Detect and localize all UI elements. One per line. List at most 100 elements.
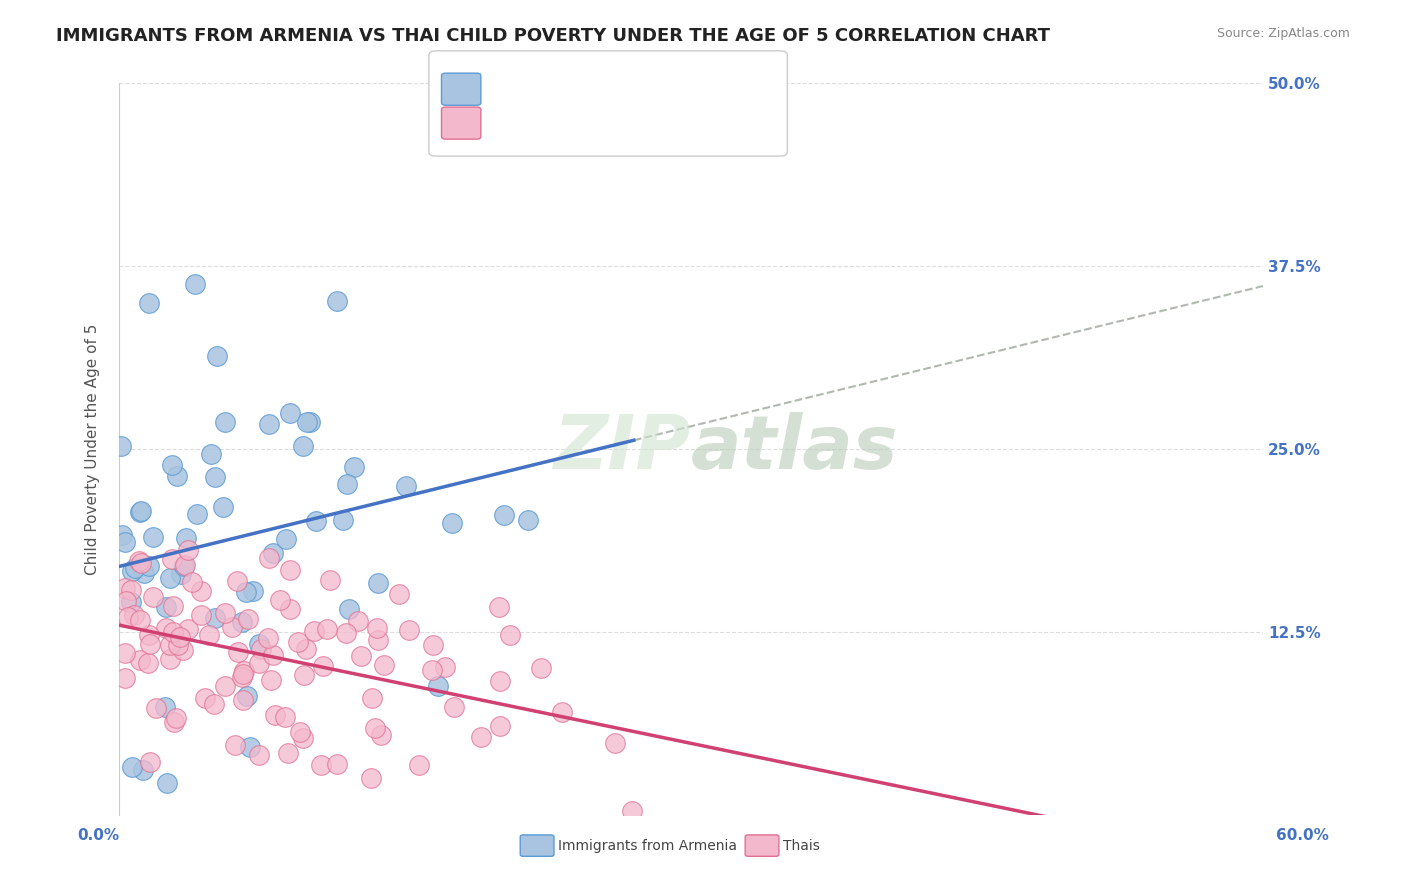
Point [129,613,152,627]
Point [159,652,181,666]
Point [165,711,187,725]
Text: IMMIGRANTS FROM ARMENIA VS THAI CHILD POVERTY UNDER THE AGE OF 5 CORRELATION CHA: IMMIGRANTS FROM ARMENIA VS THAI CHILD PO… [56,27,1050,45]
Point [236,690,259,704]
Point [231,615,253,629]
Point [269,592,291,607]
Point [204,610,226,624]
Point [114,534,136,549]
Point [298,415,321,429]
Point [214,415,236,429]
Point [292,731,315,746]
Point [132,763,155,777]
Point [124,561,146,575]
Point [326,293,349,308]
Point [373,658,395,673]
Text: Source: ZipAtlas.com: Source: ZipAtlas.com [1216,27,1350,40]
Point [247,656,270,670]
Point [172,642,194,657]
Point [360,771,382,785]
Point [366,621,388,635]
Point [242,584,264,599]
Point [128,505,150,519]
Point [235,585,257,599]
Point [190,583,212,598]
Point [316,622,339,636]
Point [236,612,259,626]
Point [114,581,136,595]
Point [110,438,132,452]
Point [277,746,299,760]
Point [129,504,152,518]
Point [128,554,150,568]
Point [233,664,256,678]
Point [162,714,184,729]
Text: ZIP: ZIP [554,412,690,485]
Point [142,529,165,543]
Point [337,601,360,615]
Point [162,625,184,640]
Point [292,668,315,682]
Point [159,638,181,652]
Point [470,731,492,745]
Point [226,574,249,588]
Point [138,296,160,310]
Point [257,632,280,646]
Point [114,671,136,685]
Point [139,755,162,769]
Point [367,576,389,591]
Point [433,659,456,673]
Point [343,459,366,474]
Point [257,417,280,431]
Point [177,543,200,558]
Text: R =  0.225    N = 56: R = 0.225 N = 56 [488,80,655,95]
Point [295,416,318,430]
Point [247,747,270,762]
Point [180,574,202,589]
Point [155,599,177,614]
Point [232,693,254,707]
Point [221,620,243,634]
Point [287,635,309,649]
Point [443,700,465,714]
Point [204,469,226,483]
Point [120,583,142,598]
Point [173,559,195,574]
Point [312,659,335,673]
Point [174,531,197,545]
Point [551,705,574,719]
Point [398,623,420,637]
Point [202,697,225,711]
Point [214,679,236,693]
Point [160,458,183,473]
Point [325,756,347,771]
Point [117,610,139,624]
Point [176,622,198,636]
Point [162,599,184,614]
Point [247,637,270,651]
Point [173,558,195,573]
Point [489,718,512,732]
Point [517,513,540,527]
Point [278,563,301,577]
Point [228,645,250,659]
Point [370,727,392,741]
Point [224,739,246,753]
Point [278,406,301,420]
Point [262,648,284,662]
Point [494,508,516,522]
Point [139,637,162,651]
Point [212,500,235,514]
Point [292,439,315,453]
Point [621,804,644,818]
Point [262,546,284,560]
Point [422,638,444,652]
Point [184,277,207,292]
Point [441,516,464,531]
Point [138,558,160,573]
Point [153,699,176,714]
Point [190,608,212,623]
Point [499,628,522,642]
Text: Immigrants from Armenia: Immigrants from Armenia [558,838,737,853]
Point [170,567,193,582]
Text: atlas: atlas [690,412,898,485]
